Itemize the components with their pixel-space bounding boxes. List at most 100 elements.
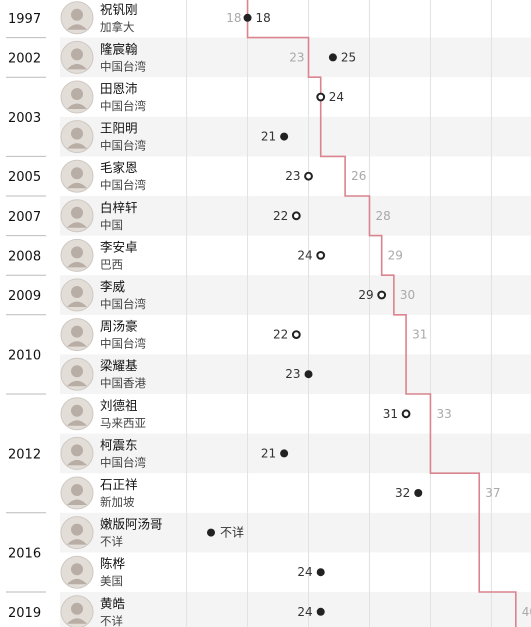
person-country: 中国台湾 — [100, 59, 146, 73]
age-label: 18 — [256, 11, 271, 25]
avatar — [60, 40, 94, 74]
avatar — [60, 278, 94, 312]
person-country: 马来西亚 — [100, 416, 146, 430]
avatar-shoulders — [67, 143, 87, 149]
avatar-head — [71, 167, 83, 180]
avatar — [60, 120, 94, 154]
age-marker — [304, 171, 313, 181]
age-marker — [414, 489, 423, 497]
person-name: 白梓轩 — [100, 200, 138, 215]
age-label: 21 — [261, 130, 276, 144]
record-age-label: 33 — [436, 407, 451, 421]
age-label: 23 — [285, 169, 300, 183]
age-marker — [280, 132, 289, 141]
avatar-shoulders — [67, 261, 87, 268]
age-label: 23 — [285, 367, 300, 381]
year-label: 2005 — [8, 170, 41, 185]
record-age-label: 23 — [289, 50, 304, 64]
avatar — [60, 516, 94, 550]
avatar-shoulders — [67, 420, 87, 426]
year-label: 2007 — [8, 210, 41, 225]
avatar-head — [71, 8, 83, 21]
avatar-head — [71, 48, 83, 61]
age-marker — [291, 330, 301, 340]
age-label: 22 — [273, 209, 288, 223]
person-name: 陈桦 — [100, 556, 125, 571]
avatar-head — [71, 246, 83, 259]
gridlines — [186, 0, 492, 627]
person-country: 中国台湾 — [100, 139, 146, 153]
chart-rows: 1997 2002 2003 2005 2007 2008 2009 2010 2012 2016… — [6, 1, 531, 627]
person-name: 李安卓 — [100, 239, 138, 254]
avatar — [60, 357, 94, 391]
avatar-shoulders — [67, 341, 87, 347]
person-name: 黄皓 — [100, 596, 125, 611]
person-country: 新加坡 — [100, 495, 135, 509]
record-line-path — [246, 0, 517, 627]
avatar-shoulders — [67, 222, 87, 228]
avatar — [60, 436, 94, 470]
row-band — [60, 512, 531, 553]
row-band — [60, 592, 531, 627]
person-country: 中国台湾 — [100, 297, 146, 311]
row-bands — [60, 37, 531, 627]
age-marker — [280, 449, 289, 458]
person-name: 刘德祖 — [100, 398, 138, 413]
avatar-shoulders — [67, 301, 87, 307]
avatar-head — [71, 484, 83, 496]
avatar — [60, 1, 94, 35]
avatar — [60, 476, 94, 510]
person-name: 祝钒刚 — [100, 2, 138, 17]
avatar — [60, 318, 94, 352]
year-label: 2016 — [8, 546, 41, 561]
age-label: 24 — [297, 605, 312, 619]
age-label: 24 — [297, 248, 312, 262]
age-label: 31 — [383, 407, 398, 421]
person-name: 隆宸翰 — [100, 41, 138, 56]
age-marker — [304, 370, 313, 379]
row-band — [60, 116, 531, 157]
person-name: 周汤豪 — [100, 319, 138, 334]
avatar — [60, 80, 94, 114]
avatar-shoulders — [67, 459, 87, 466]
avatar-head — [71, 325, 83, 338]
record-age-label: 37 — [485, 486, 500, 500]
avatar-shoulders — [67, 618, 87, 624]
avatar-head — [71, 206, 83, 219]
row-band — [60, 37, 531, 78]
age-marker — [207, 528, 215, 537]
year-label: 2002 — [8, 51, 41, 66]
avatar-shoulders — [67, 380, 87, 387]
avatar-head — [71, 523, 83, 536]
person-name: 王阳明 — [100, 121, 138, 136]
person-name: 梁耀基 — [100, 358, 138, 373]
age-marker — [316, 568, 325, 577]
age-label: 32 — [395, 486, 410, 500]
person-country: 不详 — [100, 535, 123, 549]
person-country: 中国台湾 — [100, 99, 146, 113]
person-country: 巴西 — [100, 257, 123, 271]
avatar-shoulders — [67, 182, 87, 189]
record-age-label: 28 — [375, 209, 390, 223]
year-label: 2003 — [8, 111, 41, 126]
record-age-line — [246, 0, 517, 627]
person-name: 田恩沛 — [100, 81, 138, 96]
age-marker — [328, 53, 337, 62]
avatar — [60, 199, 94, 233]
avatar-head — [71, 444, 83, 457]
age-label: 22 — [273, 328, 288, 342]
person-name: 柯震东 — [100, 437, 138, 452]
age-marker — [291, 211, 301, 221]
avatar-shoulders — [67, 103, 87, 109]
avatar-head — [71, 404, 83, 417]
age-label: 24 — [329, 90, 344, 104]
row-band — [60, 433, 531, 474]
year-label: 2019 — [8, 606, 41, 621]
age-label: 21 — [261, 446, 276, 460]
avatar-shoulders — [67, 499, 87, 505]
year-label: 1997 — [8, 12, 41, 27]
person-country: 中国台湾 — [100, 455, 146, 469]
record-age-label: 30 — [400, 288, 415, 302]
avatar-head — [71, 602, 83, 615]
